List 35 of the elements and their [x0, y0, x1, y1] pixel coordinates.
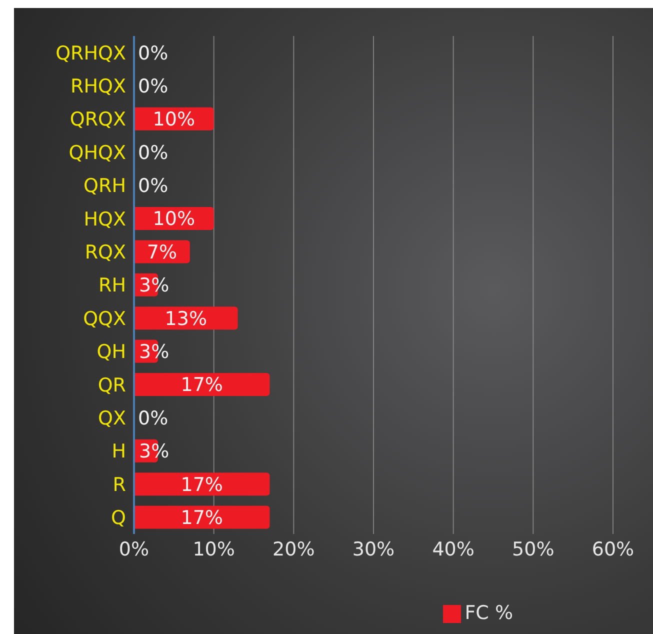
x-tick-label: 30%: [352, 538, 395, 560]
y-tick-label: HQX: [84, 208, 126, 230]
y-tick-label: Q: [111, 507, 126, 530]
y-tick-label: QRH: [84, 175, 126, 198]
data-label: 10%: [152, 208, 196, 230]
x-tick-label: 40%: [432, 538, 474, 560]
data-label: 17%: [180, 474, 223, 496]
y-tick-label: QR: [98, 374, 126, 396]
y-tick-label: RHQX: [70, 75, 126, 98]
y-tick-label: QH: [96, 341, 126, 364]
data-label: 0%: [138, 175, 168, 198]
y-tick-label: RH: [98, 274, 126, 297]
y-tick-label: R: [112, 474, 126, 496]
data-label: 17%: [180, 374, 223, 396]
y-tick-label: QRQX: [70, 108, 126, 131]
y-tick-label: QX: [98, 407, 126, 430]
data-label: 0%: [138, 75, 168, 98]
data-label: 13%: [164, 308, 208, 330]
y-tick-label: RQX: [84, 241, 126, 264]
y-tick-label: H: [112, 440, 126, 463]
y-tick-label: QQX: [83, 308, 126, 330]
data-label: 7%: [146, 241, 178, 264]
y-tick-label: QRHQX: [56, 42, 126, 64]
data-label: 0%: [138, 142, 168, 164]
data-label: 0%: [138, 42, 168, 64]
data-label: 10%: [152, 108, 196, 131]
data-label: 17%: [180, 506, 223, 529]
x-tick-label: 50%: [512, 538, 554, 560]
x-tick-label: 10%: [192, 538, 235, 560]
data-label: 0%: [138, 407, 168, 430]
legend-label: FC %: [464, 602, 513, 624]
x-tick-label: 0%: [118, 538, 150, 560]
y-tick-label: QHQX: [68, 142, 126, 164]
x-tick-label: 60%: [592, 538, 634, 560]
x-tick-label: 20%: [272, 538, 315, 560]
